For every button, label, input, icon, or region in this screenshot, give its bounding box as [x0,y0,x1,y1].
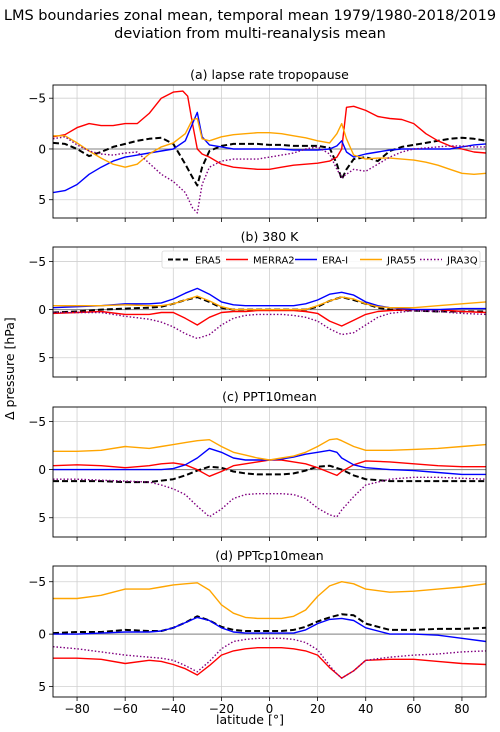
legend-label: ERA5 [195,256,221,267]
series-line-era-i [53,111,486,194]
y-tick-label: 5 [38,351,46,365]
panel-3: −5 0 5 (c) PPT10mean [28,389,487,541]
y-tick-label: 5 [38,511,46,525]
panel-title: (d) PPTcp10mean [215,548,323,563]
y-tick-label: 0 [38,303,46,317]
x-tick-label: −80 [64,702,89,716]
panel-title: (b) 380 K [241,229,299,244]
panel-4: −5 0 5 −80 −60 −40 −20 0 20 40 60 80 (d) PPTcp10mean [28,548,487,716]
x-tick-label: 60 [406,702,421,716]
x-tick-label: −40 [161,702,186,716]
x-tick-label: 0 [266,702,274,716]
y-tick-label: −5 [28,575,46,589]
legend-label: JRA55 [386,256,416,267]
y-tick-label: 5 [38,193,46,207]
figure-title-line2: deviation from multi-reanalysis mean [114,26,386,42]
series-line-era-i [53,616,486,643]
legend-label: MERRA2 [253,256,295,267]
legend-label: ERA-I [322,256,348,267]
x-tick-label: 20 [310,702,325,716]
series-line-jra55 [53,581,486,620]
y-tick-label: −5 [28,92,46,106]
y-tick-label: −5 [28,415,46,429]
series-line-jra55 [53,438,486,461]
panel-title: (c) PPT10mean [222,389,317,404]
panel-1: −5 0 5 (a) lapse rate tropopause [28,67,487,222]
series-line-jra55 [53,117,486,176]
x-tick-label: −60 [113,702,138,716]
series-line-jra3q [53,136,486,214]
figure-title-line1: LMS boundaries zonal mean, temporal mean… [3,8,497,24]
panel-title: (a) lapse rate tropopause [190,67,349,82]
y-tick-label: 0 [38,142,46,156]
panel-2: −5 0 5 (b) 380 K ERA5 MERRA2 ERA-I JRA55 JRA3Q [28,229,487,381]
series-line-merra2 [53,90,486,171]
x-tick-label: 40 [358,702,373,716]
series-line-merra2 [53,308,486,327]
legend-label: JRA3Q [446,256,478,267]
series-line-era5 [53,136,486,187]
x-axis-label: latitude [°] [216,712,284,727]
y-tick-label: 0 [38,463,46,477]
y-tick-label: 5 [38,680,46,694]
y-tick-label: −5 [28,255,46,269]
x-tick-label: 80 [454,702,469,716]
y-tick-label: 0 [38,628,46,642]
series-line-jra55 [53,295,486,311]
x-tick-label: −20 [209,702,234,716]
legend: ERA5 MERRA2 ERA-I JRA55 JRA3Q [161,250,481,269]
series-line-jra3q [53,637,486,679]
